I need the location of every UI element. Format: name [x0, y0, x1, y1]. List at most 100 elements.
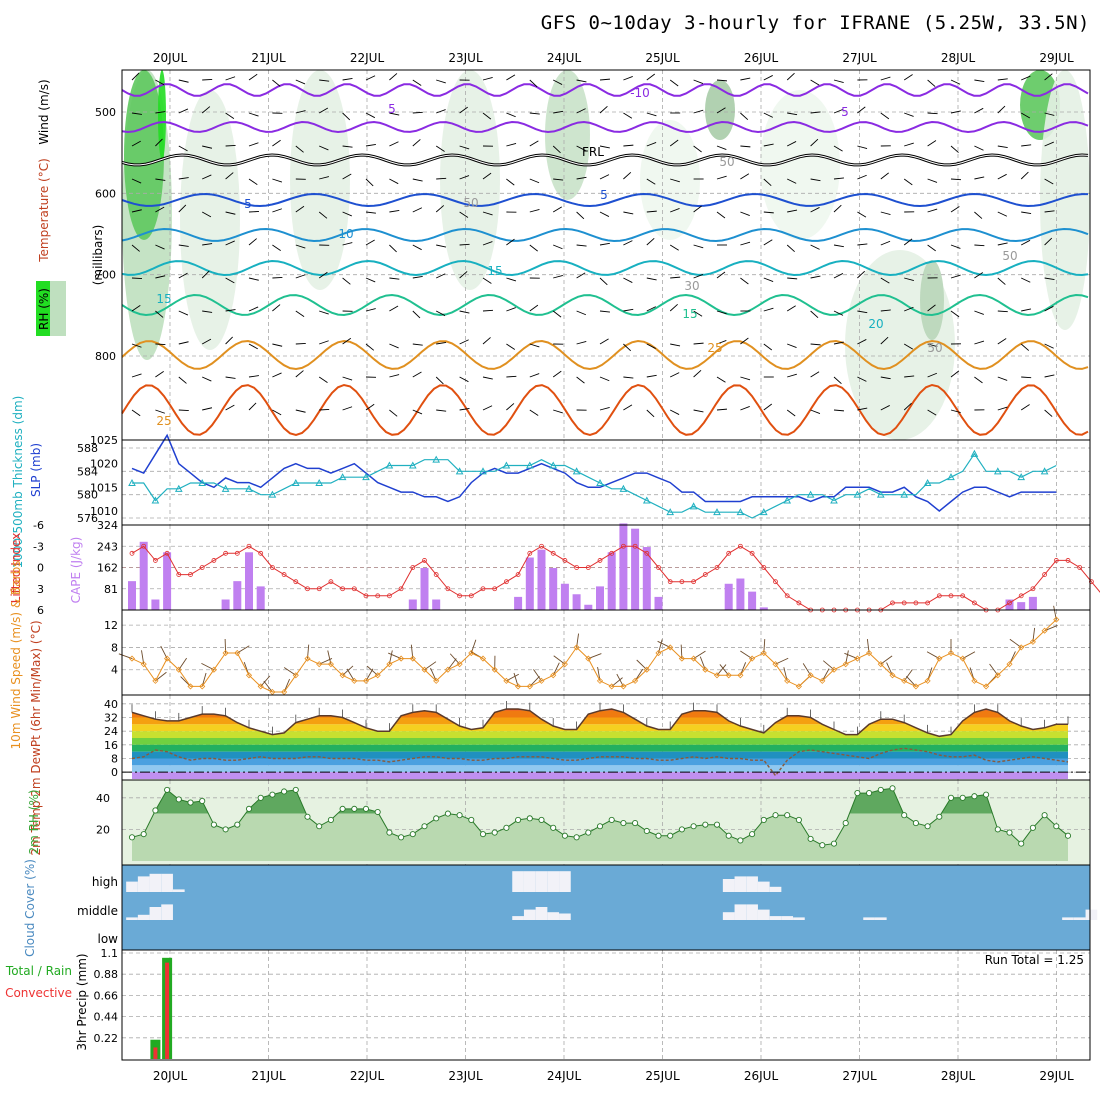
lifted-index-point	[422, 558, 427, 563]
wind-barb	[657, 640, 671, 648]
wind-barb	[786, 244, 795, 253]
cape-bar	[549, 568, 558, 610]
wind-barb	[833, 244, 844, 248]
wind-barb	[342, 242, 353, 246]
wind-barb	[740, 241, 751, 246]
wind-barb	[810, 207, 820, 213]
wind-barb	[482, 172, 492, 180]
lifted-index-point	[773, 579, 778, 585]
wind-barb	[576, 79, 587, 83]
lifted-index-point	[188, 572, 193, 577]
wind-barb	[787, 178, 797, 184]
thickness-point	[221, 484, 230, 492]
wind-barb	[553, 274, 563, 279]
wind-barb	[1020, 343, 1030, 351]
wind-barb	[763, 239, 773, 246]
wind-barb	[904, 306, 914, 312]
wind-barb	[669, 409, 680, 415]
wind-barb	[272, 139, 281, 147]
thickness-point	[408, 461, 417, 469]
wind-barb	[319, 79, 330, 82]
wind-barb	[833, 310, 844, 316]
wind-barb	[529, 208, 540, 213]
wind-barb	[974, 244, 985, 247]
wind-barb	[131, 244, 140, 252]
wind-speed-point	[830, 666, 838, 673]
cloud-high-bar	[559, 871, 571, 892]
lifted-index-point	[363, 593, 369, 599]
wind-barb	[529, 79, 538, 88]
wind-barb	[272, 372, 282, 378]
wind-barb	[576, 211, 585, 220]
thickness-point	[923, 478, 932, 486]
lifted-index-point	[199, 565, 205, 570]
pressure-axis-label: (millibars)	[91, 225, 105, 286]
thickness-point	[900, 490, 909, 498]
date-label-top: 21JUL	[251, 51, 286, 65]
wind-barb	[131, 72, 140, 81]
y-tick-label: 1025	[90, 434, 118, 447]
wind-barb	[272, 343, 283, 347]
wind-barb	[669, 79, 679, 87]
wind-barb	[669, 139, 679, 147]
lifted-index-point	[1030, 586, 1036, 592]
lifted-index-point	[925, 600, 930, 606]
wind-barb	[272, 79, 281, 87]
y-tick-label: 700	[95, 269, 116, 282]
temperature-line	[131, 708, 1068, 738]
wind-barb	[178, 204, 187, 213]
lifted-index-point	[1007, 600, 1012, 606]
rh-point	[912, 820, 919, 827]
rh-point	[901, 812, 908, 819]
wind-barb	[131, 209, 142, 213]
wind-barb	[1020, 239, 1031, 246]
thickness-point	[479, 467, 487, 475]
wind-speed-point	[655, 649, 662, 657]
wind-barb	[950, 79, 961, 85]
wind-barb	[482, 76, 493, 81]
wind-barb	[623, 240, 633, 246]
cloud-high-bar	[769, 886, 782, 892]
wind-barb	[529, 373, 540, 378]
wind-speed-point	[889, 672, 896, 679]
cloud-middle-bar	[874, 917, 887, 920]
wind-barb	[576, 376, 585, 384]
wind-speed-point	[210, 666, 217, 673]
wind-barb	[950, 206, 960, 213]
cloud-middle-bar	[137, 914, 150, 920]
wind-barb	[272, 277, 283, 279]
wind-speed-point	[433, 677, 440, 684]
lifted-index-point	[410, 565, 416, 570]
rh-point	[351, 805, 358, 812]
lifted-index-point	[176, 572, 182, 577]
wind-barb	[693, 409, 704, 413]
wind-barb	[553, 178, 564, 181]
wind-barb	[225, 277, 235, 284]
wind-barb	[1021, 376, 1032, 379]
wind-barb	[997, 78, 1008, 81]
wind-barb	[787, 277, 798, 280]
wind-barb	[763, 307, 774, 312]
wind-speed-point	[596, 677, 604, 684]
legend-rh-swatch-dark	[36, 281, 50, 336]
lifted-index-point	[328, 579, 334, 585]
wind-barb	[927, 409, 937, 416]
wind-barb	[810, 178, 821, 182]
chart-title: GFS 0~10day 3-hourly for IFRANE (5.25W, …	[540, 12, 1090, 34]
rh-point	[807, 835, 814, 842]
precip-axis-label: 3hr Precip (mm)	[75, 953, 89, 1050]
cloud-high-bar	[722, 879, 735, 892]
wind-speed-point	[901, 677, 908, 684]
wind-barb	[740, 650, 753, 659]
y-tick-label: 600	[95, 187, 116, 200]
wind-barb	[202, 79, 213, 81]
wind-barb	[903, 343, 914, 350]
wind-barb	[552, 206, 563, 213]
wind-speed-point	[690, 655, 697, 662]
contour-label: 50	[927, 341, 942, 355]
rh-point	[374, 808, 381, 816]
lifted-index-point	[316, 586, 322, 592]
wind-barb	[412, 79, 422, 86]
wind-speed-point	[1018, 644, 1025, 651]
wind-barb	[155, 275, 166, 279]
